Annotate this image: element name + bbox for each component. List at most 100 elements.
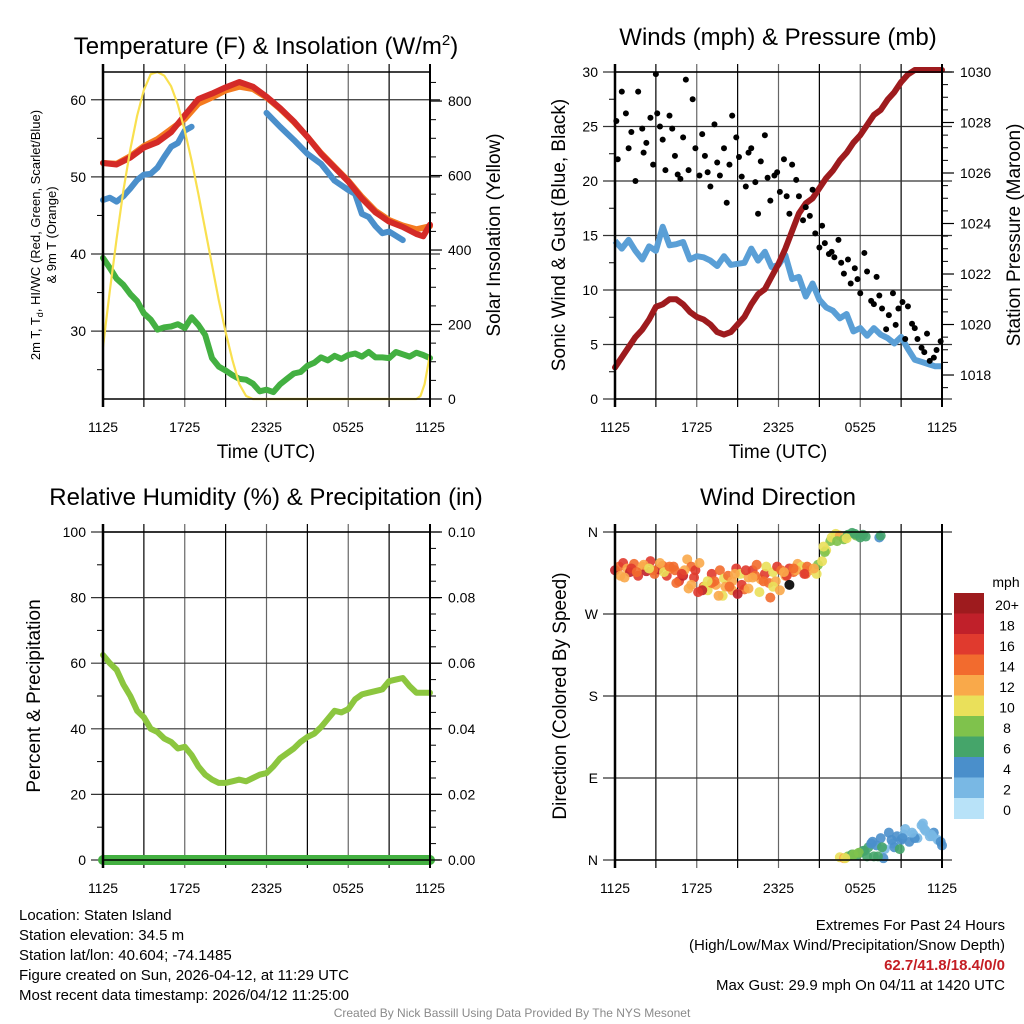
temperature-ylabel-line1: 2m T, Td, HI/WC (Red, Green, Scarlet/Blu… [28,110,45,360]
colorbar-swatch [954,695,984,717]
y2-tick-label: 1018 [960,367,991,383]
y2-tick-label: 1022 [960,266,991,282]
temperature-panel: Temperature (F) & Insolation (W/m2) 30 40… [28,32,505,463]
x-tick-label: 1125 [415,419,445,435]
x-tick-label: 2325 [251,880,282,896]
wind-direction-point [832,536,843,547]
gust-point [647,114,654,121]
y2-tick-label: 0.08 [448,590,475,606]
insolation-ylabel: Solar Insolation (Yellow) [484,133,505,336]
wind-direction-point [732,588,743,599]
gust-point [680,134,687,141]
gust-point [795,193,802,200]
gust-point [659,136,666,143]
x-tick-label: 0525 [333,880,364,896]
gust-point [904,303,911,310]
wind-direction-point [713,590,724,601]
pressure-ylabel: Station Pressure (Maroon) [1004,124,1024,347]
y-tick-label: 25 [582,119,598,135]
wind-direction-point [808,563,819,574]
x-tick-label: 0525 [333,419,364,435]
gust-point [835,236,842,243]
y-tick-label: S [589,688,598,704]
colorbar-swatch [954,716,984,737]
gust-point [918,344,925,351]
gust-point [857,290,864,297]
gust-point [701,152,708,159]
gust-point [789,161,796,168]
wind-direction-point [926,829,937,840]
wind-direction-point [774,585,785,596]
gust-point [618,88,625,95]
series-station-pressure [612,67,945,371]
colorbar-swatch [954,798,984,819]
gust-point [639,125,646,132]
gust-point [840,270,847,277]
y2-tick-label: 0.04 [448,721,475,737]
y-tick-label: 60 [70,655,86,671]
gust-point [812,230,819,237]
colorbar-label: 2 [1003,782,1011,798]
temperature-series [100,70,433,401]
gust-point [933,346,940,353]
gust-point [914,336,921,343]
gust-point [745,149,752,156]
y-tick-label: N [588,852,598,868]
gust-point [851,265,858,272]
elevation-text: Station elevation: 34.5 m [19,927,185,944]
x-tick-label: 1125 [927,419,957,435]
gust-point [742,183,749,190]
wind-direction-point [886,834,897,845]
wind-direction-point [729,568,740,579]
wind-direction-point [894,844,905,855]
gust-point [780,156,787,163]
gust-point [776,188,783,195]
colorbar-label: 20+ [995,597,1019,613]
wind-direction-point [788,563,799,574]
x-tick-label: 1125 [927,880,957,896]
wind-direction-point [935,836,946,847]
gust-point [654,110,661,117]
gust-point [628,128,635,135]
wind-direction-point [751,559,762,570]
x-tick-label: 1125 [600,880,630,896]
gust-point [716,172,723,179]
wind-direction-point [671,578,682,589]
y2-tick-label: 0.06 [448,655,475,671]
wind-direction-point [817,556,828,567]
y-tick-label: 30 [582,64,598,80]
wind-direction-point [853,847,864,858]
gust-point [674,171,681,178]
y2-tick-label: 1026 [960,165,991,181]
gust-point [786,210,793,217]
station-info: Location: Staten Island Station elevatio… [19,906,349,1006]
gust-point [625,145,632,152]
gust-point [864,268,871,275]
recent-timestamp-text: Most recent data timestamp: 2026/04/12 1… [19,987,349,1004]
y-tick-label: 15 [582,228,598,244]
winds-axes: 0 5 10 15 20 25 30 1018 1020 1022 1024 1026 1028 1030… [582,64,991,435]
gust-point [738,173,745,180]
gust-point [662,167,669,174]
gust-point [883,326,890,333]
y-tick-label: 100 [63,524,87,540]
gust-point [828,248,835,255]
temperature-title: Temperature (F) & Insolation (W/m2) [74,32,458,60]
gust-point [892,321,899,328]
gust-point [748,145,755,152]
wind-direction-point [818,541,829,552]
y-tick-label: 30 [70,323,86,339]
wind-direction-point [740,565,751,576]
colorbar-label: 8 [1003,720,1011,736]
gust-point [873,273,880,280]
colorbar-title: mph [992,574,1019,590]
wind-direction-point [676,568,687,579]
colorbar-swatch [954,634,984,655]
wind-direction-point [754,587,765,598]
gust-point [764,174,771,181]
gust-point [735,154,742,161]
wind-direction-point [917,818,928,829]
wind-direction-point [778,567,789,578]
winds-xlabel: Time (UTC) [729,442,828,463]
